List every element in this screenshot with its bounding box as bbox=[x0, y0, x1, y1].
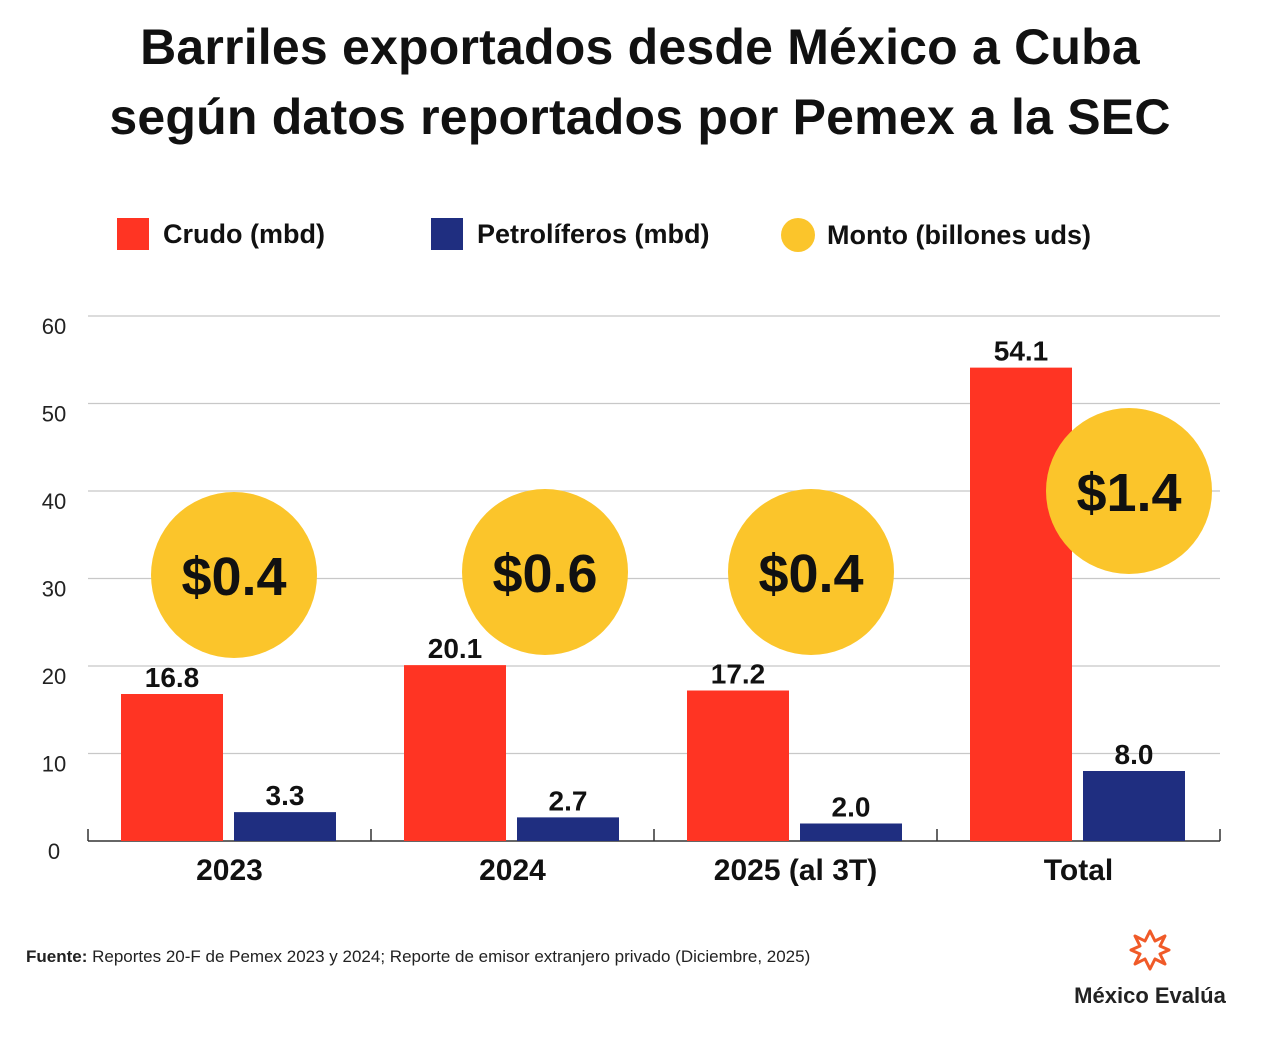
title-line-1: Barriles exportados desde México a Cuba bbox=[140, 19, 1140, 75]
y-tick-label: 60 bbox=[42, 314, 66, 339]
y-tick-label: 10 bbox=[42, 752, 66, 777]
bar-crudo bbox=[121, 694, 223, 841]
source-label: Fuente: bbox=[26, 947, 88, 966]
title-line-2: según datos reportados por Pemex a la SE… bbox=[109, 89, 1171, 145]
monto-bubble bbox=[728, 489, 894, 655]
x-category-label: Total bbox=[1044, 854, 1113, 887]
bar-crudo bbox=[404, 665, 506, 841]
bar-value-label: 3.3 bbox=[266, 780, 305, 811]
chart-title: Barriles exportados desde México a Cuba … bbox=[0, 12, 1280, 152]
bar-petroliferos bbox=[517, 817, 619, 841]
legend-label-petroliferos: Petrolíferos (mbd) bbox=[477, 218, 710, 249]
mexico-evalua-logo: México Evalúa bbox=[1060, 928, 1240, 1009]
x-category-label: 2024 bbox=[479, 854, 546, 887]
bar-value-label: 20.1 bbox=[428, 633, 483, 664]
bar-value-label: 17.2 bbox=[711, 659, 766, 690]
legend: Crudo (mbd) Petrolíferos (mbd) Monto (bi… bbox=[0, 218, 1280, 258]
legend-item-crudo: Crudo (mbd) bbox=[117, 218, 325, 250]
monto-label: $0.4 bbox=[181, 547, 286, 607]
y-tick-label: 40 bbox=[42, 489, 66, 514]
bar-petroliferos bbox=[1083, 771, 1185, 841]
legend-swatch-crudo bbox=[117, 218, 149, 250]
bar-value-label: 16.8 bbox=[145, 662, 200, 693]
bar-petroliferos bbox=[800, 823, 902, 841]
bar-petroliferos bbox=[234, 812, 336, 841]
bar-crudo bbox=[970, 367, 1072, 841]
monto-bubble bbox=[1046, 408, 1212, 574]
legend-swatch-monto bbox=[781, 218, 815, 252]
monto-label: $0.6 bbox=[492, 544, 597, 604]
bar-value-label: 2.0 bbox=[832, 792, 871, 823]
monto-label: $0.4 bbox=[758, 544, 863, 604]
legend-swatch-petroliferos bbox=[431, 218, 463, 250]
monto-bubble bbox=[151, 492, 317, 658]
x-category-label: 2025 (al 3T) bbox=[714, 854, 877, 887]
monto-label: $1.4 bbox=[1076, 463, 1181, 523]
y-tick-label: 30 bbox=[42, 577, 66, 602]
legend-label-crudo: Crudo (mbd) bbox=[163, 218, 325, 249]
star-logo-icon bbox=[1129, 929, 1171, 971]
monto-bubble bbox=[462, 489, 628, 655]
bar-value-label: 8.0 bbox=[1115, 739, 1154, 770]
source-text: Reportes 20-F de Pemex 2023 y 2024; Repo… bbox=[87, 947, 811, 966]
y-tick-label: 0 bbox=[48, 839, 60, 864]
legend-label-monto: Monto (billones uds) bbox=[827, 219, 1091, 250]
source-note: Fuente: Reportes 20-F de Pemex 2023 y 20… bbox=[26, 945, 810, 969]
bar-value-label: 2.7 bbox=[549, 785, 588, 816]
bar-crudo bbox=[687, 690, 789, 841]
legend-item-petroliferos: Petrolíferos (mbd) bbox=[431, 218, 710, 250]
bar-value-label: 54.1 bbox=[994, 336, 1049, 367]
x-category-label: 2023 bbox=[196, 854, 263, 887]
y-tick-label: 50 bbox=[42, 402, 66, 427]
y-tick-label: 20 bbox=[42, 664, 66, 689]
logo-text: México Evalúa bbox=[1074, 983, 1226, 1008]
legend-item-monto: Monto (billones uds) bbox=[781, 218, 1091, 252]
